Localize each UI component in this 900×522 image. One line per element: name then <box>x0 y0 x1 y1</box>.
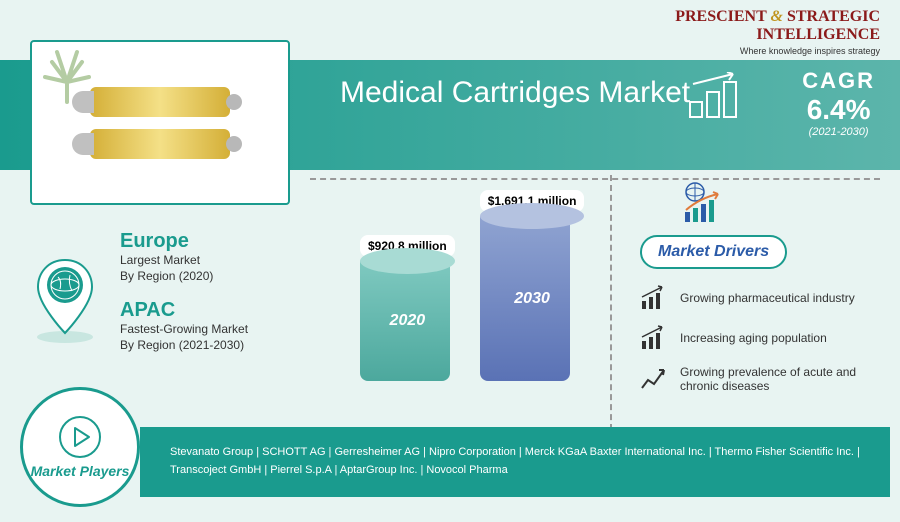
bar-year: 2020 <box>390 312 426 330</box>
cylinder-2030: $1,691.1 million 2030 <box>480 190 585 381</box>
cylinder-2020: $920.8 million 2020 <box>360 235 455 381</box>
product-image <box>30 40 290 205</box>
players-list-band: Stevanato Group | SCHOTT AG | Gerresheim… <box>140 427 890 497</box>
globe-chart-icon <box>680 180 730 230</box>
bar-growth-icon <box>640 325 668 351</box>
region-largest: Europe Largest Market By Region (2020) <box>120 230 248 284</box>
growth-chart-icon <box>685 72 745 127</box>
page-title: Medical Cartridges Market <box>340 75 690 111</box>
logo-tagline: Where knowledge inspires strategy <box>675 46 880 56</box>
region-desc: Largest Market <box>120 253 248 269</box>
region-fastest: APAC Fastest-Growing Market By Region (2… <box>120 299 248 353</box>
logo-amp: & <box>770 8 782 25</box>
drivers-list: Growing pharmaceutical industry Increasi… <box>640 285 860 407</box>
region-desc: By Region (2020) <box>120 269 248 285</box>
driver-text: Increasing aging population <box>680 331 827 345</box>
region-desc: Fastest-Growing Market <box>120 322 248 338</box>
players-list-text: Stevanato Group | SCHOTT AG | Gerresheim… <box>170 444 870 479</box>
driver-item: Growing prevalence of acute and chronic … <box>640 365 860 393</box>
divider-vertical <box>610 175 612 440</box>
market-players-circle: Market Players <box>20 387 140 507</box>
region-name: APAC <box>120 299 248 322</box>
cagr-label: CAGR <box>802 68 875 94</box>
line-growth-icon <box>640 366 668 392</box>
logo-line2: INTELLIGENCE <box>756 26 880 43</box>
cartridge-illustration <box>90 129 230 159</box>
logo-pre: PRESCIENT <box>675 8 766 25</box>
cagr-value: 6.4% <box>802 94 875 126</box>
driver-item: Growing pharmaceutical industry <box>640 285 860 311</box>
divider-horizontal <box>310 178 880 180</box>
region-desc: By Region (2021-2030) <box>120 338 248 354</box>
logo-post: STRATEGIC <box>787 8 880 25</box>
region-name: Europe <box>120 230 248 253</box>
driver-text: Growing pharmaceutical industry <box>680 291 855 305</box>
regions-block: Europe Largest Market By Region (2020) A… <box>120 230 248 368</box>
cagr-box: CAGR 6.4% (2021-2030) <box>802 68 875 138</box>
infographic-root: PRESCIENT & STRATEGIC INTELLIGENCE Where… <box>0 0 900 522</box>
logo-text: PRESCIENT & STRATEGIC INTELLIGENCE <box>675 8 880 44</box>
cartridge-illustration <box>90 87 230 117</box>
players-label: Market Players <box>31 463 130 480</box>
driver-item: Increasing aging population <box>640 325 860 351</box>
market-drivers-badge: Market Drivers <box>640 235 787 269</box>
company-logo: PRESCIENT & STRATEGIC INTELLIGENCE Where… <box>675 8 880 56</box>
cagr-period: (2021-2030) <box>802 126 875 138</box>
market-size-chart: $920.8 million 2020 $1,691.1 million 203… <box>360 190 584 381</box>
bar-growth-icon <box>640 285 668 311</box>
map-pin-icon <box>30 255 100 350</box>
driver-text: Growing prevalence of acute and chronic … <box>680 365 860 393</box>
play-icon <box>58 415 102 459</box>
bar-year: 2030 <box>514 290 550 308</box>
